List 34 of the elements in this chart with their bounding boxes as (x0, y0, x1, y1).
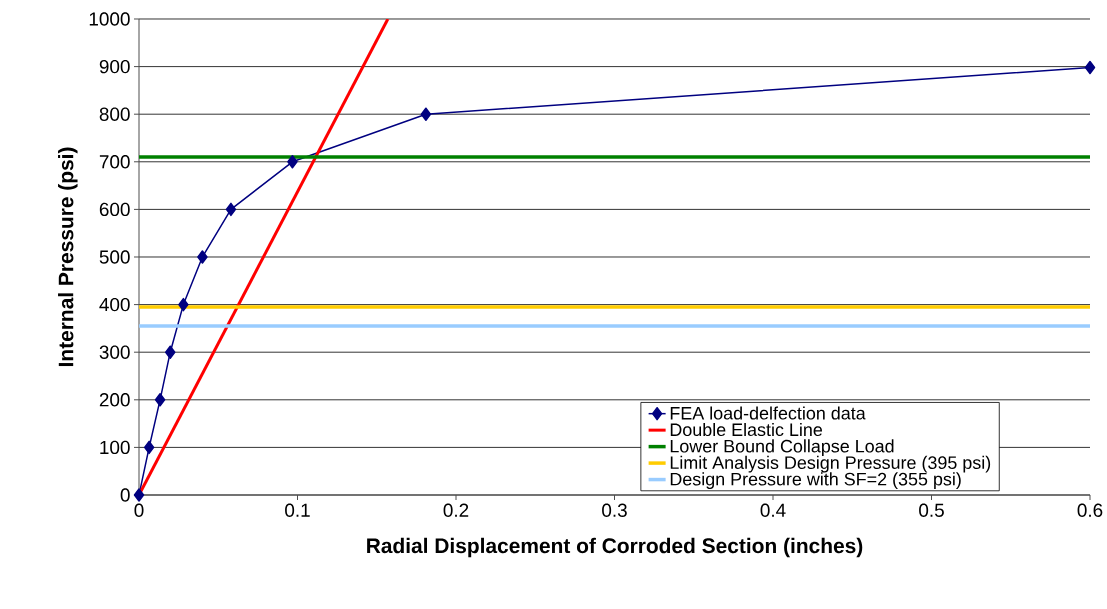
x-tick-label: 0.4 (760, 503, 786, 517)
y-tick-label: 600 (99, 202, 130, 217)
point (164, 345, 176, 359)
x-tick-label: 0.1 (285, 503, 310, 517)
x-tick-label: 0.6 (1077, 503, 1103, 517)
point (197, 250, 208, 264)
y-tick-label: 500 (99, 250, 130, 264)
x-tick-label: 0.3 (602, 503, 627, 517)
legend-label: Double Elastic Line (670, 422, 823, 437)
y-tick-label: 400 (99, 297, 130, 312)
point (420, 107, 432, 121)
legend-label: Design Pressure with SF=2 (355 psi) (670, 472, 961, 490)
y-axis-title: Internal Pressure (psi) (58, 147, 78, 367)
y-tick-label: 900 (99, 59, 130, 74)
point (143, 440, 155, 455)
point (178, 297, 189, 312)
x-tick-label: 0 (134, 503, 144, 517)
legend-label: Limit Analysis Design Pressure (395 psi) (670, 455, 991, 473)
point (154, 393, 166, 407)
y-tick-label: 700 (99, 155, 130, 169)
x-tick-label: 0.5 (919, 503, 944, 517)
point (1084, 60, 1096, 75)
y-tick-label: 800 (99, 107, 130, 121)
y-tick-label: 100 (100, 440, 130, 455)
point (287, 155, 298, 169)
y-tick-label: 200 (99, 393, 130, 407)
y-tick-label: 1000 (89, 12, 130, 26)
x-axis-title: Radial Displacement of Corroded Section (inches) (367, 537, 863, 558)
x-tick-label: 0.2 (443, 503, 469, 517)
legend-label: FEA load-delfection data (670, 406, 866, 420)
y-tick-label: 300 (99, 345, 130, 359)
y-tick-label: 0 (120, 488, 130, 502)
point (133, 488, 145, 502)
point (225, 202, 237, 217)
